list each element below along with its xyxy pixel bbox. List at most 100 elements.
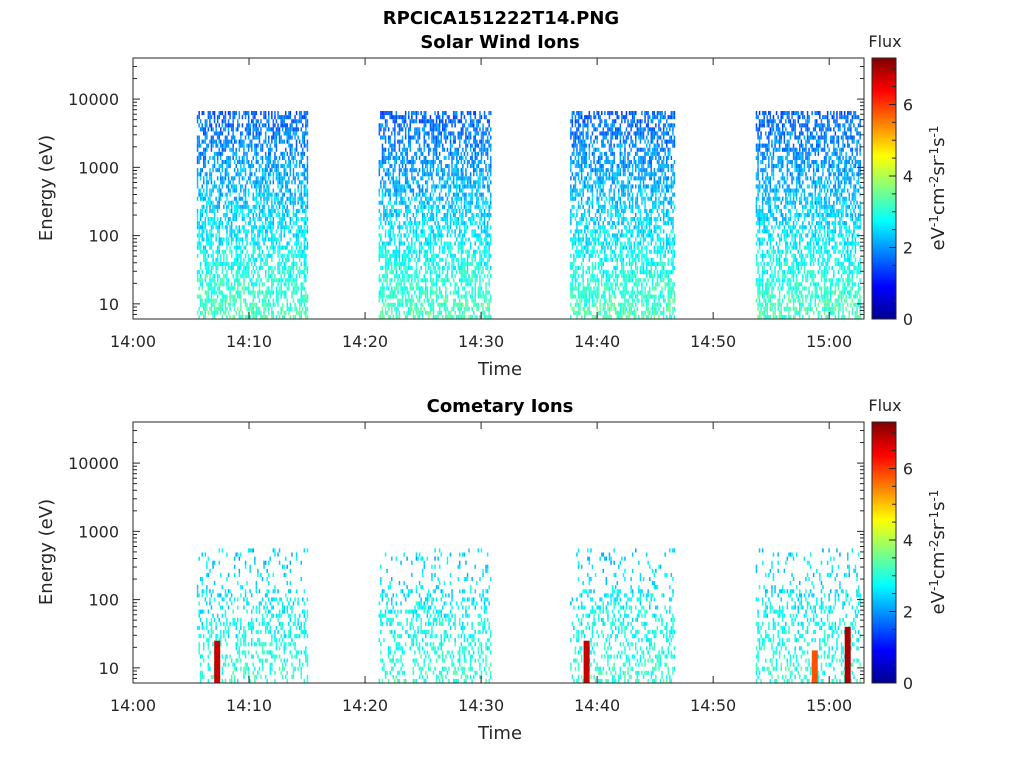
heatmap-cell [218,237,220,242]
heatmap-cell [437,143,439,148]
heatmap-cell [428,225,430,230]
heatmap-cell [384,172,387,177]
heatmap-cell [224,294,227,299]
heatmap-cell [223,310,225,315]
heatmap-cell [226,184,228,189]
heatmap-cell [468,253,470,258]
heatmap-cell [268,213,270,218]
heatmap-cell [421,286,424,291]
heatmap-cell [271,282,273,287]
heatmap-cell [435,286,438,291]
heatmap-cell [604,172,606,177]
heatmap-cell [260,180,262,185]
heatmap-cell [580,294,583,299]
heatmap-cell [588,208,591,213]
heatmap-cell [303,302,306,307]
heatmap-cell [281,225,284,230]
heatmap-cell [574,217,577,222]
heatmap-cell [196,139,199,144]
heatmap-cell [438,151,441,156]
heatmap-cell [203,176,205,181]
heatmap-cell [251,233,253,238]
heatmap-cell [209,188,211,193]
heatmap-cell [490,253,492,258]
heatmap-cell [459,302,461,307]
heatmap-cell [588,270,591,275]
heatmap-cell [303,274,306,279]
heatmap-cell [425,249,427,254]
heatmap-cell [281,208,284,213]
heatmap-cell [278,188,281,193]
heatmap-cell [237,200,239,205]
heatmap-cell [409,286,411,291]
heatmap-cell [465,213,467,218]
heatmap-cell [576,229,578,234]
heatmap-cell [445,135,447,140]
heatmap-cell [435,225,438,230]
heatmap-cell [605,160,608,165]
heatmap-cell [474,180,476,185]
heatmap-cell [466,180,469,185]
heatmap-cell [473,147,475,152]
heatmap-cell [435,213,438,218]
heatmap-cell [435,274,438,279]
heatmap-cell [384,184,387,189]
heatmap-cell [429,302,432,307]
heatmap-cell [199,225,202,230]
heatmap-cell [254,135,256,140]
heatmap-cell [218,168,220,173]
heatmap-cell [210,147,213,152]
heatmap-cell [488,176,490,181]
heatmap-cell [220,217,222,222]
heatmap-cell [271,241,273,246]
heatmap-cell [460,172,463,177]
heatmap-cell [452,306,455,311]
heatmap-cell [415,286,418,291]
heatmap-cell [198,115,200,120]
heatmap-cell [457,233,459,238]
heatmap-cell [392,229,394,234]
heatmap-cell [378,274,381,279]
heatmap-cell [576,270,578,275]
heatmap-cell [473,180,475,185]
heatmap-cell [274,123,276,128]
heatmap-cell [457,160,459,165]
heatmap-cell [573,257,575,262]
heatmap-cell [238,147,241,152]
heatmap-cell [594,294,597,299]
heatmap-cell [251,270,253,275]
heatmap-cell [479,233,481,238]
heatmap-cell [408,196,410,201]
heatmap-cell [196,176,199,181]
heatmap-cell [437,155,439,160]
heatmap-cell [601,168,603,173]
heatmap-cell [258,213,261,218]
heatmap-cell [425,310,427,315]
heatmap-cell [271,270,273,275]
heatmap-cell [271,115,273,120]
heatmap-cell [414,233,416,238]
heatmap-cell [490,111,492,116]
heatmap-cell [213,115,216,120]
heatmap-cell [389,229,391,234]
heatmap-cell [403,196,405,201]
heatmap-cell [220,143,222,148]
heatmap-cell [576,164,578,169]
heatmap-cell [297,196,299,201]
heatmap-cell [394,221,396,226]
heatmap-cell [383,151,385,156]
heatmap-cell [408,310,410,315]
heatmap-cell [246,151,248,156]
heatmap-cell [302,294,304,299]
heatmap-cell [386,217,388,222]
heatmap-cell [389,237,391,242]
heatmap-cell [459,155,461,160]
heatmap-cell [291,151,293,156]
heatmap-cell [426,143,429,148]
heatmap-cell [398,139,401,144]
heatmap-cell [269,294,271,299]
heatmap-cell [285,200,287,205]
heatmap-cell [266,119,268,124]
heatmap-cell [431,241,433,246]
heatmap-cell [570,237,572,242]
